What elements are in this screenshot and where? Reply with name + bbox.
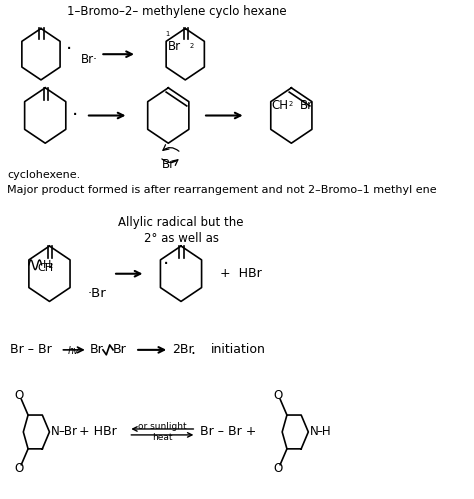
- Text: ·: ·: [72, 106, 78, 125]
- Text: O: O: [273, 462, 282, 475]
- Text: H: H: [43, 260, 52, 270]
- Text: $_2$: $_2$: [48, 261, 54, 271]
- Text: Br: Br: [90, 343, 104, 356]
- Text: Major product formed is after rearrangement and not 2–Bromo–1 methyl ene: Major product formed is after rearrangem…: [7, 185, 437, 195]
- Text: ·: ·: [191, 347, 195, 362]
- Text: cyclohexene.: cyclohexene.: [7, 170, 80, 180]
- Text: Br·: Br·: [81, 52, 98, 66]
- Text: CH: CH: [271, 99, 288, 112]
- Text: Allylic radical but the: Allylic radical but the: [118, 217, 244, 230]
- Text: 1–Bromo–2– methylene cyclo hexane: 1–Bromo–2– methylene cyclo hexane: [67, 5, 287, 18]
- Text: ·: ·: [163, 255, 169, 274]
- Text: N: N: [51, 426, 60, 439]
- Text: N: N: [310, 426, 319, 439]
- Text: Br – Br: Br – Br: [9, 343, 51, 356]
- Text: ·Br: ·Br: [88, 287, 106, 300]
- Text: ·: ·: [65, 40, 72, 59]
- Text: initiation: initiation: [211, 343, 265, 356]
- Text: –H: –H: [317, 426, 331, 439]
- Text: $_2$: $_2$: [189, 41, 194, 51]
- Text: O: O: [14, 462, 23, 475]
- Text: Br – Br +: Br – Br +: [200, 426, 256, 439]
- Text: Br: Br: [168, 40, 181, 53]
- Text: or sunlight: or sunlight: [138, 422, 187, 431]
- Text: hv: hv: [68, 346, 80, 356]
- Text: $_1$: $_1$: [165, 29, 171, 39]
- Text: +  HBr: + HBr: [220, 267, 262, 280]
- Text: + HBr: + HBr: [79, 426, 117, 439]
- Text: O: O: [273, 389, 282, 402]
- Text: heat: heat: [152, 433, 173, 442]
- Text: 2° as well as: 2° as well as: [144, 232, 219, 245]
- Text: CH: CH: [37, 263, 54, 273]
- Text: –Br: –Br: [58, 426, 77, 439]
- Text: O: O: [14, 389, 23, 402]
- Text: Br: Br: [162, 159, 175, 172]
- Text: $_2$: $_2$: [288, 99, 293, 109]
- Text: Br: Br: [113, 343, 127, 356]
- Text: Br: Br: [300, 99, 313, 112]
- Text: 2Br: 2Br: [173, 343, 194, 356]
